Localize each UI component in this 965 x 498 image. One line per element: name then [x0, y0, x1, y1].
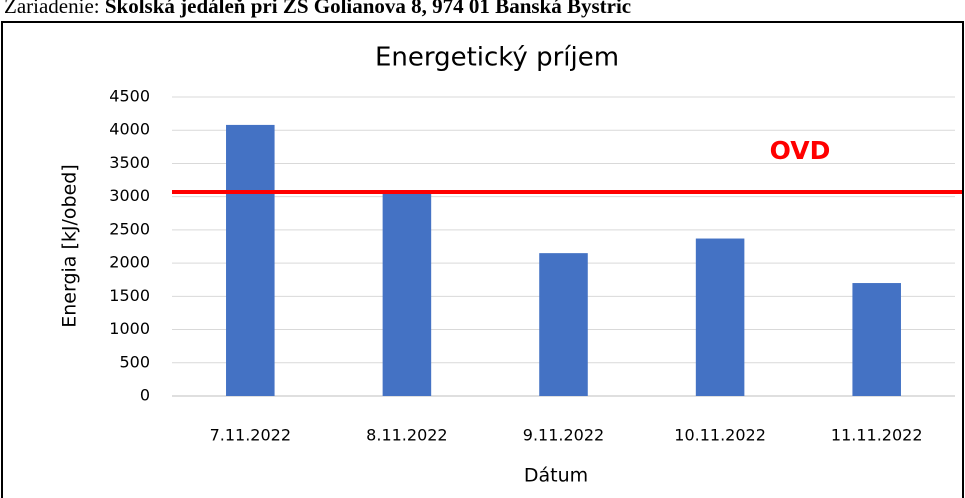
bar [226, 124, 275, 396]
y-tick-label: 0 [140, 386, 150, 405]
bar [852, 283, 901, 396]
header-label: Zariadenie: [4, 0, 100, 18]
y-tick-label: 1500 [109, 286, 150, 305]
y-tick-label: 4500 [109, 87, 150, 106]
y-tick-label: 4000 [109, 120, 150, 139]
reference-label: OVD [770, 136, 831, 165]
bar [539, 253, 588, 396]
y-tick-label: 2500 [109, 219, 150, 238]
y-tick-label: 1000 [109, 319, 150, 338]
x-tick-label: 10.11.2022 [674, 426, 766, 445]
header-value: Školská jedáleň pri ZŠ Golianova 8, 974 … [105, 0, 631, 18]
header: Zariadenie: Školská jedáleň pri ZŠ Golia… [4, 0, 631, 18]
y-tick-label: 3000 [109, 186, 150, 205]
bar [382, 192, 432, 396]
y-tick-label: 500 [119, 352, 150, 371]
chart-title: Energetický príjem [375, 43, 619, 73]
y-tick-label: 3500 [109, 153, 150, 172]
x-tick-label: 9.11.2022 [523, 426, 604, 445]
y-tick-label: 2000 [109, 253, 150, 272]
x-tick-label: 7.11.2022 [210, 426, 291, 445]
chart-frame [1, 21, 964, 498]
y-axis-label: Energia [kJ/obed] [59, 164, 81, 328]
bar [695, 238, 745, 396]
x-axis-label: Dátum [524, 465, 588, 487]
x-tick-label: 11.11.2022 [831, 426, 923, 445]
x-tick-label: 8.11.2022 [366, 426, 447, 445]
